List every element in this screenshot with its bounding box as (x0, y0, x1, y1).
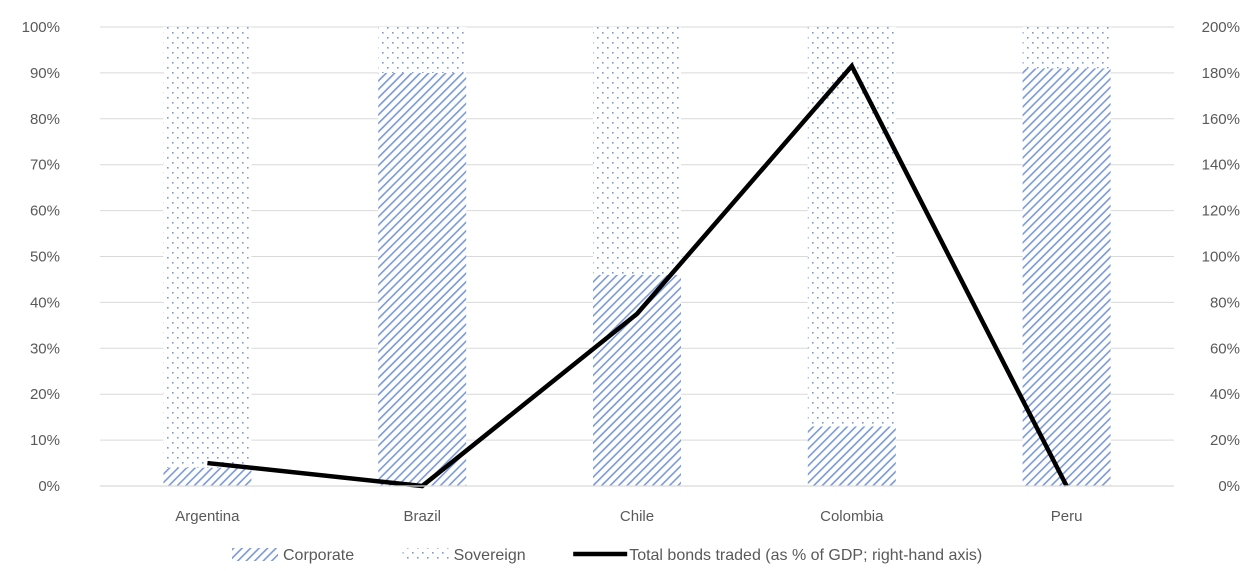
y-left-tick-label: 20% (30, 386, 60, 403)
bar-sovereign-colombia (807, 27, 896, 427)
bar-sovereign-brazil (378, 27, 467, 73)
x-tick-label: Argentina (175, 508, 240, 525)
x-tick-label: Colombia (820, 508, 884, 525)
y-right-tick-label: 200% (1202, 19, 1240, 36)
y-right-tick-label: 20% (1210, 432, 1240, 449)
legend-label-corporate: Corporate (283, 547, 354, 564)
bar-sovereign-peru (1022, 27, 1111, 69)
y-left-tick-label: 30% (30, 340, 60, 357)
legend-swatch-sovereign (402, 548, 449, 561)
axes: 0% 10% 20% 30% 40% 50% 60% 70% 80% 90% 100% 0% 20% 40… (22, 19, 1240, 525)
y-left-tick-label: 10% (30, 432, 60, 449)
y-right-tick-label: 0% (1218, 478, 1240, 495)
x-tick-label: Peru (1051, 508, 1083, 525)
y-left-tick-label: 70% (30, 157, 60, 174)
bar-corporate-brazil (378, 72, 467, 487)
legend-swatch-corporate (232, 548, 278, 561)
y-right-tick-label: 120% (1202, 203, 1240, 220)
y-right-tick-label: 100% (1202, 249, 1240, 266)
legend: Corporate Sovereign Total bonds traded (as… (232, 547, 982, 564)
y-left-tick-label: 50% (30, 249, 60, 266)
bars (163, 27, 1111, 487)
x-tick-label: Brazil (403, 508, 441, 525)
bar-sovereign-chile (593, 27, 681, 275)
y-right-tick-label: 60% (1210, 340, 1240, 357)
legend-label-sovereign: Sovereign (454, 547, 526, 564)
y-right-tick-label: 40% (1210, 386, 1240, 403)
y-right-tick-label: 140% (1202, 157, 1240, 174)
y-left-tick-label: 80% (30, 111, 60, 128)
bar-corporate-argentina (163, 467, 252, 486)
y-left-tick-label: 40% (30, 294, 60, 311)
y-left-tick-label: 0% (38, 478, 60, 495)
x-tick-label: Chile (620, 508, 654, 525)
bar-corporate-chile (593, 274, 681, 486)
y-right-tick-label: 80% (1210, 294, 1240, 311)
bar-sovereign-argentina (163, 27, 252, 468)
y-right-tick-label: 160% (1202, 111, 1240, 128)
y-left-tick-label: 90% (30, 65, 60, 82)
bar-corporate-peru (1022, 68, 1111, 486)
bar-corporate-colombia (807, 426, 896, 486)
legend-label-total-bonds-traded: Total bonds traded (as % of GDP; right-h… (629, 547, 982, 564)
y-left-tick-label: 60% (30, 203, 60, 220)
y-right-tick-label: 180% (1202, 65, 1240, 82)
y-left-tick-label: 100% (22, 19, 60, 36)
